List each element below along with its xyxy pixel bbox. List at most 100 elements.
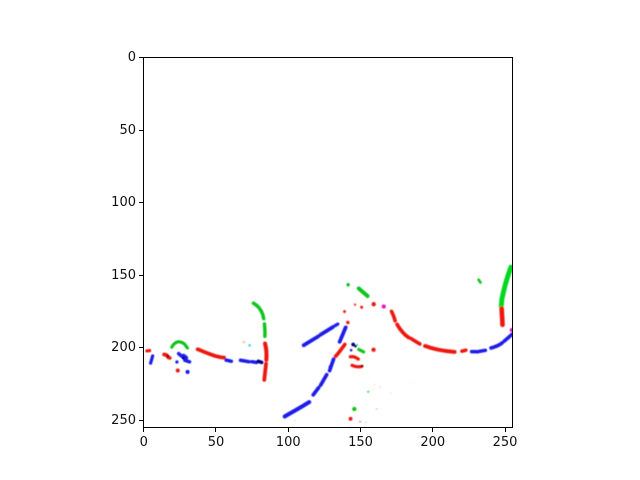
y-tick-label: 250 xyxy=(111,412,136,428)
curve-segment-blue xyxy=(477,348,488,354)
curve-segment-green xyxy=(170,340,189,350)
curve-segment-blue xyxy=(181,353,189,361)
curve-segment-blue xyxy=(249,359,259,365)
dot-orange xyxy=(242,340,246,344)
dot-dark_red xyxy=(360,364,364,368)
curve-segment-blue xyxy=(502,332,512,343)
x-tick-label: 50 xyxy=(207,435,225,450)
dot-pink xyxy=(372,388,375,391)
curve-segment-red xyxy=(162,352,169,357)
curve-segment-green xyxy=(356,286,370,298)
dot-cyan xyxy=(356,343,359,346)
dot-blue xyxy=(185,369,190,374)
dot-yellow xyxy=(373,383,376,386)
curve-segment-blue xyxy=(183,358,192,364)
y-tick-mark xyxy=(139,202,143,204)
curve-segment-red xyxy=(395,322,411,340)
dot-red xyxy=(371,347,376,352)
dot-blue xyxy=(349,348,353,352)
plot-canvas xyxy=(145,264,512,424)
curve-segment-red xyxy=(195,347,226,360)
x-tick-mark xyxy=(287,428,289,432)
dot-cyan xyxy=(364,421,367,424)
dot-blue xyxy=(175,360,179,364)
x-tick-mark xyxy=(360,428,362,432)
dot-navy xyxy=(181,356,185,360)
curve-segment-red xyxy=(262,361,268,382)
curve-segment-red xyxy=(423,344,457,354)
dot-pink xyxy=(411,381,414,384)
dot-magenta xyxy=(509,327,512,333)
dot-green xyxy=(346,283,350,287)
x-tick-label: 150 xyxy=(348,435,373,450)
y-tick-mark xyxy=(139,57,143,59)
y-tick-label: 200 xyxy=(111,340,136,356)
y-tick-label: 150 xyxy=(111,267,136,283)
y-tick-mark xyxy=(139,419,143,421)
curve-segment-blue xyxy=(301,334,321,348)
curve-segment-blue xyxy=(337,325,348,344)
curve-segment-blue xyxy=(311,385,321,397)
curve-segment-bright_green xyxy=(498,264,512,309)
dot-navy xyxy=(351,342,356,347)
x-tick-mark xyxy=(215,428,217,432)
x-tick-mark xyxy=(143,428,145,432)
curve-segment-blue xyxy=(318,372,329,387)
dot-blue xyxy=(328,365,332,369)
curve-segment-blue xyxy=(489,341,504,350)
dot-pink xyxy=(389,392,392,395)
dot-green xyxy=(352,406,357,412)
curve-segment-navy xyxy=(256,359,264,365)
dot-red xyxy=(343,310,346,313)
dot-red xyxy=(175,368,180,373)
image-marks xyxy=(145,264,512,424)
curve-segment-red xyxy=(333,342,347,359)
dot-dark_red xyxy=(166,354,170,358)
dot-green xyxy=(366,390,370,393)
x-tick-mark xyxy=(432,428,434,432)
y-tick-mark xyxy=(139,274,143,276)
dot-pink xyxy=(378,386,381,389)
dot-green xyxy=(375,407,378,410)
y-tick-label: 100 xyxy=(111,195,136,211)
curve-segment-red xyxy=(350,363,364,369)
dot-cyan xyxy=(248,343,252,347)
y-tick-label: 50 xyxy=(119,122,136,138)
curve-segment-green xyxy=(477,278,482,284)
curve-segment-green xyxy=(251,301,266,321)
curve-segment-blue xyxy=(238,358,251,364)
dot-black xyxy=(354,344,357,348)
dot-red xyxy=(353,303,357,306)
curve-segment-blue xyxy=(327,357,336,373)
y-tick-mark xyxy=(139,129,143,131)
dot-red xyxy=(346,320,350,325)
plot-area xyxy=(143,57,513,428)
curve-segment-green xyxy=(357,347,366,354)
y-tick-label: 0 xyxy=(127,50,136,66)
curve-segment-red xyxy=(460,348,468,353)
curve-segment-blue xyxy=(224,358,234,364)
curve-segment-blue xyxy=(282,400,312,419)
x-tick-label: 100 xyxy=(275,435,301,450)
curve-segment-red xyxy=(263,341,269,362)
curve-segment-blue xyxy=(333,322,340,328)
x-tick-label: 250 xyxy=(492,435,518,450)
x-tick-mark xyxy=(504,428,506,432)
curve-segment-red xyxy=(389,309,397,323)
x-tick-label: 0 xyxy=(139,435,148,450)
dot-pink xyxy=(293,419,297,422)
dot-magenta xyxy=(381,304,386,309)
curve-segment-red xyxy=(348,355,360,361)
y-tick-mark xyxy=(139,347,143,349)
dot-red xyxy=(348,416,353,421)
curve-segment-blue xyxy=(318,325,335,337)
curve-segment-red xyxy=(165,355,172,360)
curve-segment-red xyxy=(409,336,422,346)
x-tick-label: 200 xyxy=(420,435,446,450)
curve-segment-blue xyxy=(149,354,155,365)
curve-segment-red xyxy=(499,306,505,328)
dot-red xyxy=(358,420,362,423)
dot-red xyxy=(360,305,364,309)
dot-red xyxy=(371,302,376,307)
